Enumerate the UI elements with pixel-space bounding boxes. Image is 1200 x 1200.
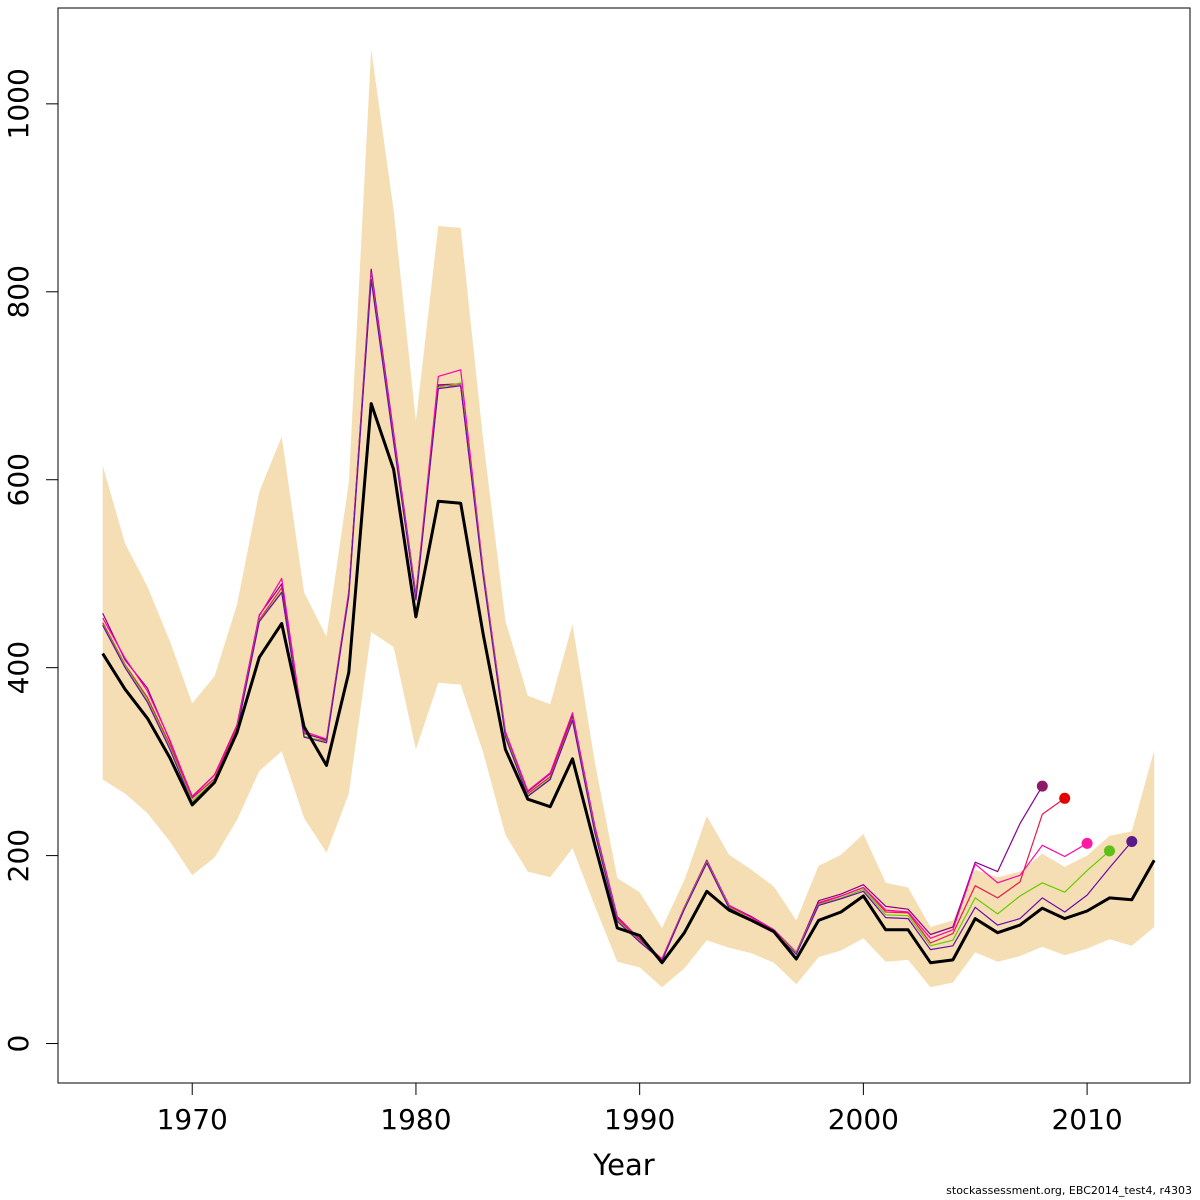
- series-line-5: [102, 279, 1133, 962]
- x-tick-label: 2000: [828, 1103, 899, 1136]
- series-lines: [101, 268, 1156, 965]
- series-line-0: [101, 402, 1156, 965]
- confidence-band-area: [102, 49, 1155, 988]
- y-tick-label: 400: [2, 641, 35, 694]
- y-tick-label: 800: [2, 265, 35, 318]
- series-line-3: [102, 272, 1088, 960]
- endpoint-marker-2: [1081, 837, 1093, 849]
- y-tick-label: 1000: [2, 68, 35, 139]
- endpoint-marker-0: [1036, 780, 1048, 792]
- y-tick-label: 200: [2, 829, 35, 882]
- endpoint-marker-4: [1126, 836, 1138, 847]
- y-tick-label: 0: [2, 1035, 35, 1053]
- endpoint-marker-1: [1059, 792, 1071, 804]
- x-tick-label: 1980: [380, 1103, 451, 1136]
- y-axis: 0 200 400 600 800 1000: [2, 68, 59, 1053]
- y-tick-label: 600: [2, 453, 35, 506]
- x-tick-label: 1970: [157, 1103, 228, 1136]
- endpoint-marker-3: [1104, 845, 1115, 857]
- x-axis: 1970 1980 1990 2000 2010: [157, 1082, 1123, 1136]
- endpoint-markers: [1036, 780, 1138, 857]
- x-tick-label: 2010: [1051, 1103, 1122, 1136]
- confidence-band: [102, 49, 1155, 988]
- x-axis-title: Year: [592, 1148, 654, 1182]
- footer-credit: stockassessment.org, EBC2014_test4, r430…: [946, 1184, 1192, 1197]
- x-tick-label: 1990: [604, 1103, 675, 1136]
